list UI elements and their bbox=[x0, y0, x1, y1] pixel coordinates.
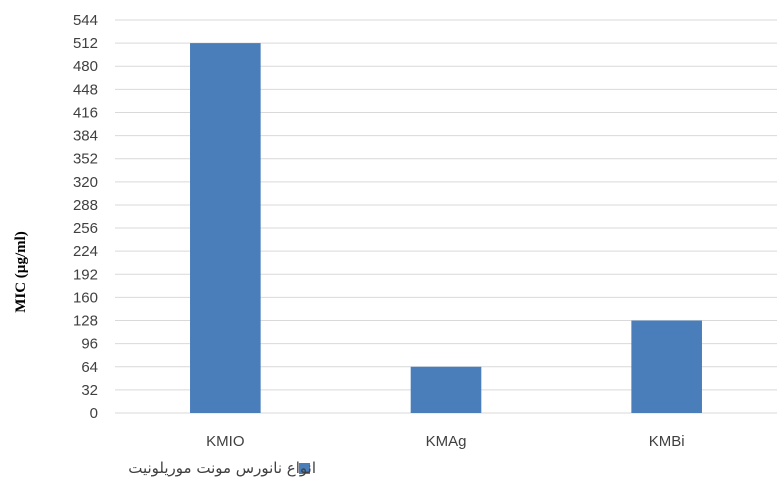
y-axis-label: MIC (µg/ml) bbox=[13, 231, 29, 313]
y-tick-label: 448 bbox=[73, 81, 98, 98]
bar-kmag bbox=[410, 366, 482, 413]
y-tick-label: 480 bbox=[73, 58, 98, 75]
legend-swatch bbox=[299, 463, 310, 474]
y-tick-label: 320 bbox=[73, 174, 98, 191]
bar-kmio bbox=[190, 43, 261, 413]
y-tick-label: 160 bbox=[73, 289, 98, 306]
x-tick-label: KMAg bbox=[426, 433, 467, 450]
y-tick-label: 352 bbox=[73, 151, 98, 168]
y-tick-label: 384 bbox=[73, 128, 98, 145]
x-tick-label: KMIO bbox=[206, 433, 244, 450]
y-tick-label: 512 bbox=[73, 35, 98, 52]
y-tick-label: 32 bbox=[81, 382, 98, 399]
y-tick-label: 256 bbox=[73, 220, 98, 237]
x-axis-categories: KMIO KMAg KMBi bbox=[206, 433, 684, 450]
y-tick-label: 64 bbox=[81, 359, 98, 376]
y-tick-label: 192 bbox=[73, 266, 98, 283]
x-tick-label: KMBi bbox=[649, 433, 685, 450]
y-tick-label: 0 bbox=[90, 405, 98, 422]
legend-label: انواع نانورس مونت موریلونیت bbox=[128, 459, 316, 477]
y-tick-label: 96 bbox=[81, 336, 98, 353]
y-tick-label: 224 bbox=[73, 243, 98, 260]
y-tick-label: 544 bbox=[73, 12, 98, 29]
y-tick-label: 416 bbox=[73, 104, 98, 121]
y-tick-label: 288 bbox=[73, 197, 98, 214]
legend: انواع نانورس مونت موریلونیت bbox=[128, 459, 316, 477]
y-tick-label: 128 bbox=[73, 313, 98, 330]
y-axis-ticks: 0 32 64 96 128 160 192 224 256 288 320 352 384 416 448… bbox=[73, 12, 98, 422]
bar-kmbi bbox=[631, 320, 702, 413]
bars bbox=[190, 43, 702, 413]
